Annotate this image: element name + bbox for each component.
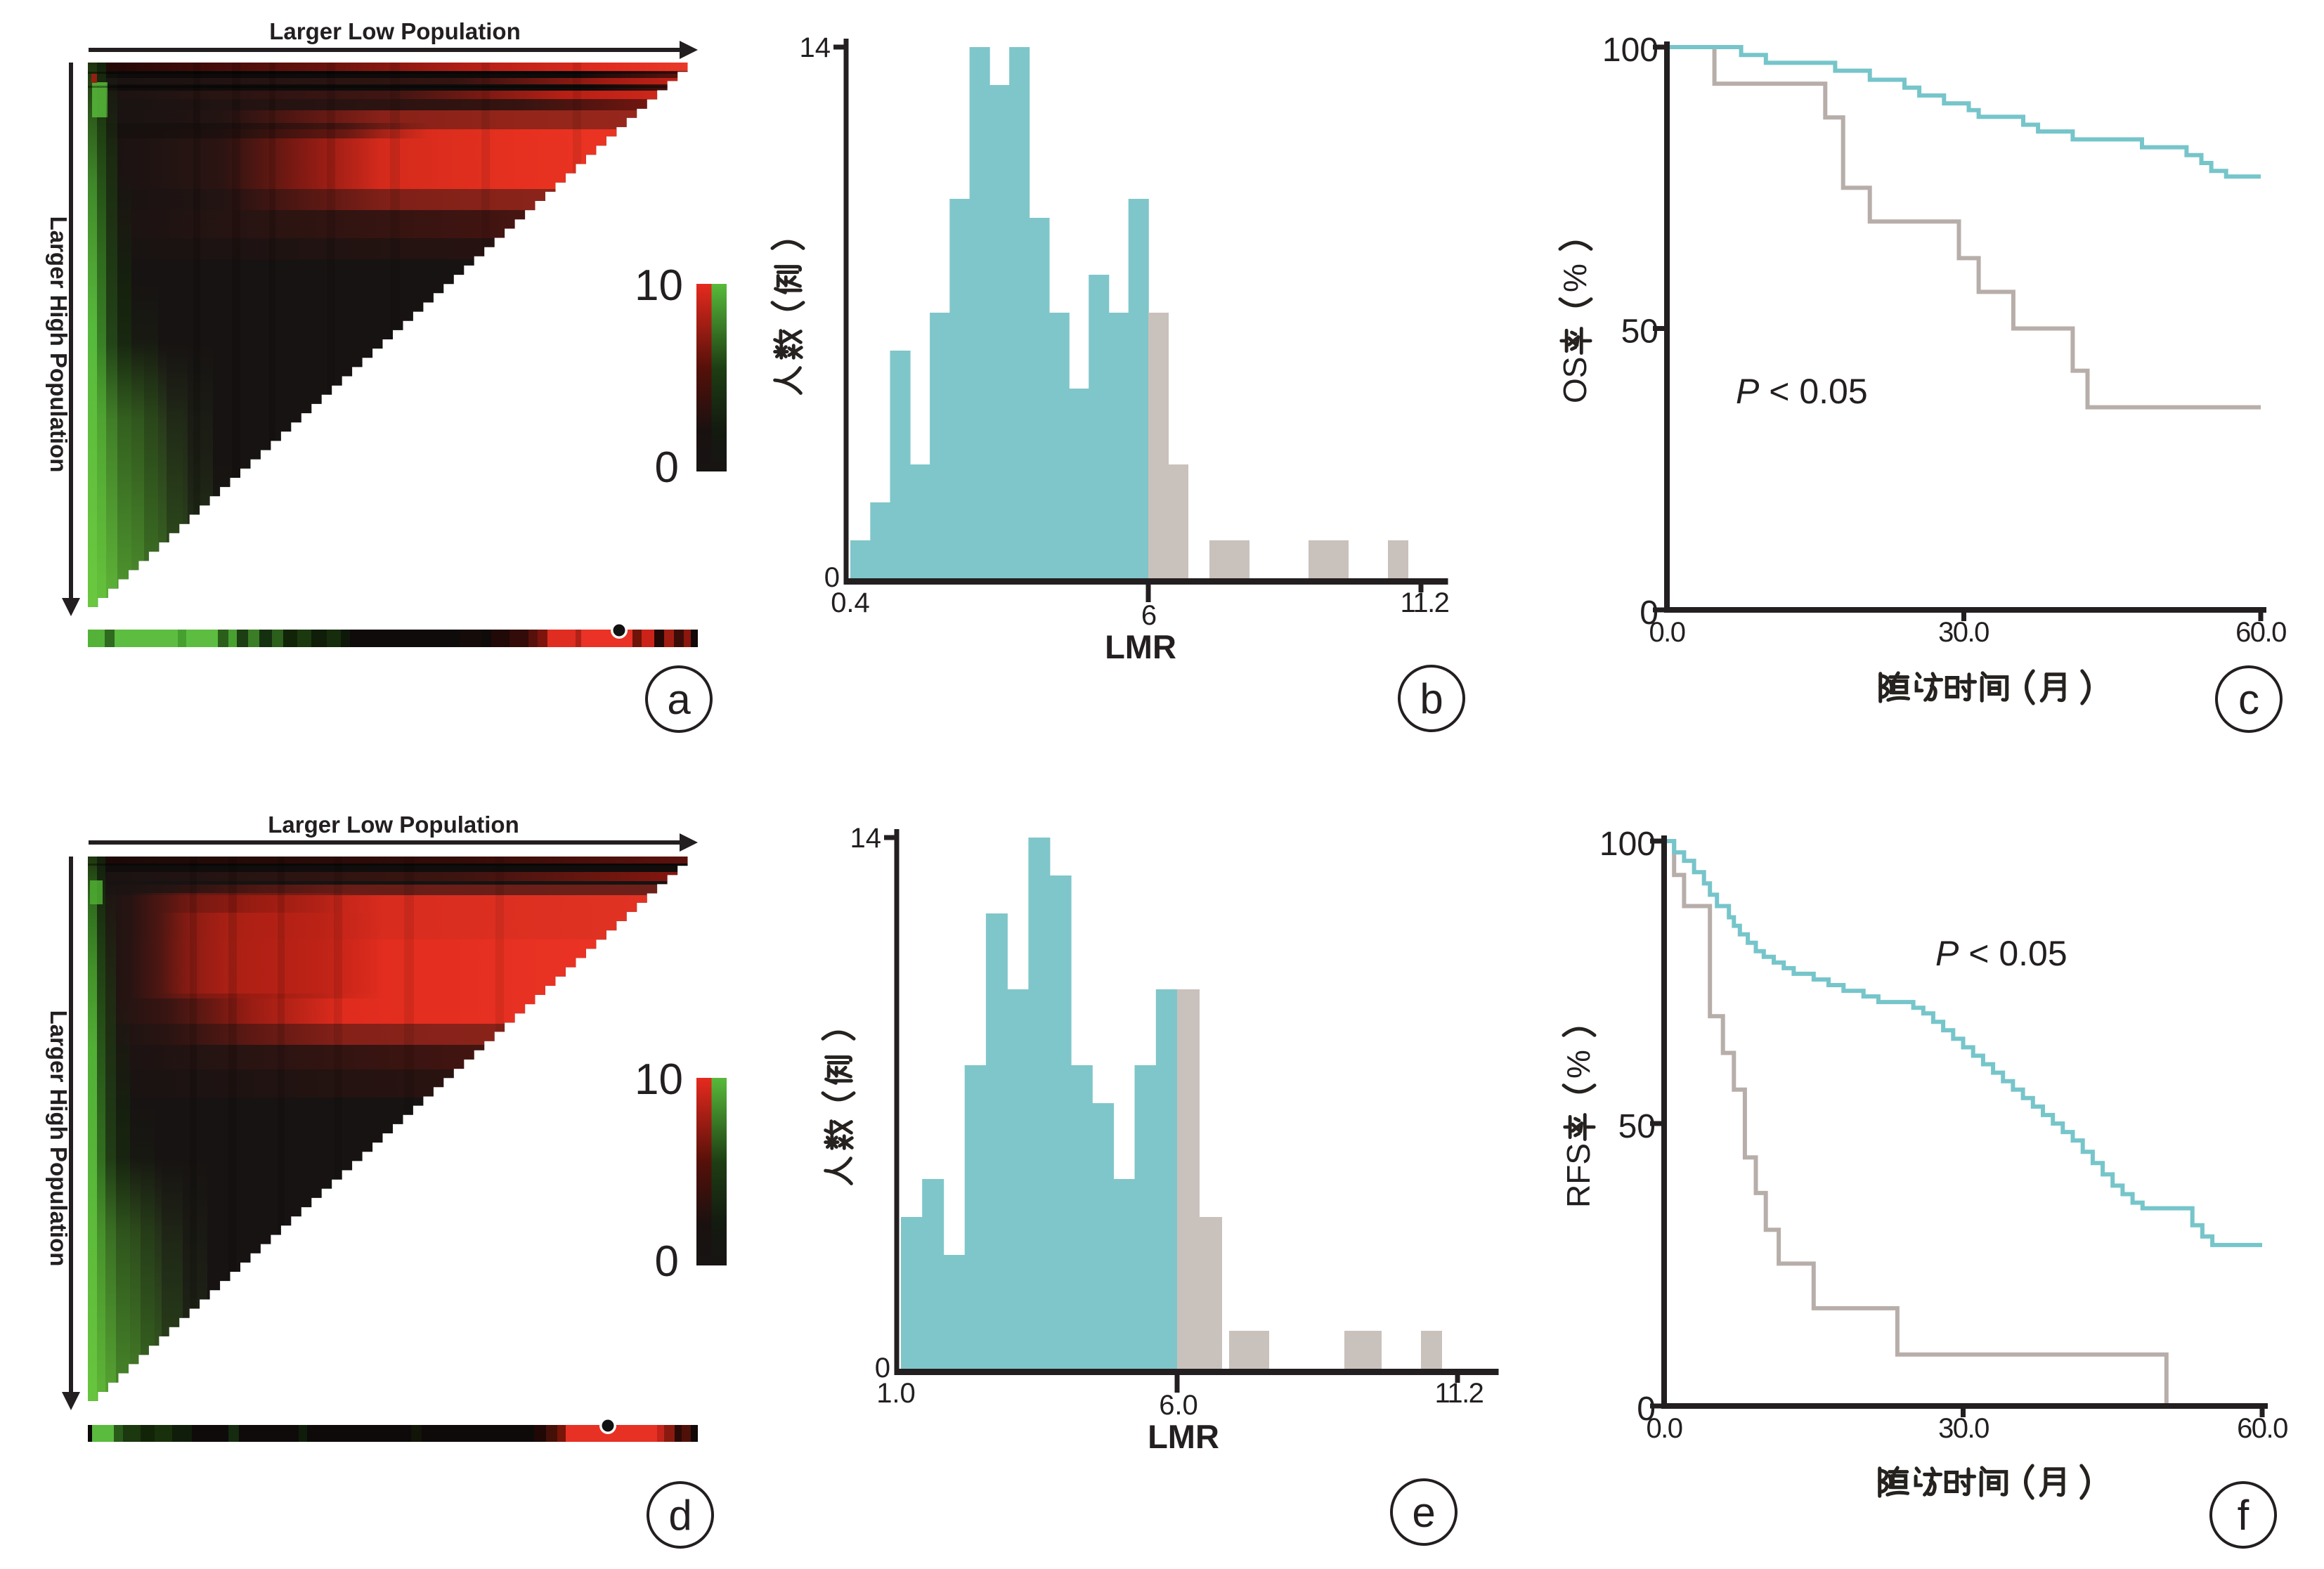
svg-text:RFS: RFS <box>1560 1143 1597 1208</box>
svg-text:%: % <box>1560 1050 1597 1079</box>
svg-text:0.0: 0.0 <box>1649 617 1684 648</box>
svg-text:a: a <box>667 676 691 723</box>
svg-text:e: e <box>1412 1489 1435 1536</box>
svg-text:100: 100 <box>1602 32 1658 69</box>
svg-text:60.0: 60.0 <box>2235 617 2286 648</box>
svg-text:0: 0 <box>875 1353 890 1384</box>
svg-text:0: 0 <box>1640 594 1658 632</box>
svg-text:0: 0 <box>655 443 679 492</box>
svg-text:LMR: LMR <box>1105 628 1176 665</box>
svg-text:11.2: 11.2 <box>1401 587 1449 618</box>
svg-text:%: % <box>1557 263 1593 292</box>
svg-text:P < 0.05: P < 0.05 <box>1736 372 1868 411</box>
svg-text:14: 14 <box>800 32 831 63</box>
svg-text:0: 0 <box>655 1237 679 1286</box>
svg-text:Larger Low Population: Larger Low Population <box>269 18 521 44</box>
svg-text:30.0: 30.0 <box>1938 1413 1989 1444</box>
svg-text:50: 50 <box>1621 313 1658 351</box>
svg-text:6.0: 6.0 <box>1159 1390 1198 1421</box>
svg-text:0.4: 0.4 <box>831 587 870 618</box>
svg-text:10: 10 <box>635 261 683 310</box>
svg-text:Larger High Population: Larger High Population <box>46 1010 72 1267</box>
svg-text:0: 0 <box>824 562 840 593</box>
svg-text:30.0: 30.0 <box>1938 617 1989 648</box>
svg-text:f: f <box>2238 1492 2250 1539</box>
svg-text:Larger High Population: Larger High Population <box>46 216 72 473</box>
svg-text:OS: OS <box>1557 357 1593 403</box>
svg-text:P < 0.05: P < 0.05 <box>1935 934 2067 973</box>
svg-text:14: 14 <box>850 823 882 854</box>
svg-text:d: d <box>668 1492 692 1539</box>
svg-text:11.2: 11.2 <box>1435 1378 1484 1409</box>
svg-text:0.0: 0.0 <box>1646 1413 1682 1444</box>
svg-text:100: 100 <box>1599 826 1656 863</box>
svg-text:c: c <box>2238 676 2259 723</box>
svg-text:60.0: 60.0 <box>2237 1413 2287 1444</box>
svg-text:50: 50 <box>1618 1108 1656 1145</box>
svg-text:6: 6 <box>1141 600 1157 631</box>
svg-text:1.0: 1.0 <box>876 1378 916 1409</box>
svg-text:0: 0 <box>1637 1391 1656 1428</box>
svg-text:10: 10 <box>635 1055 683 1104</box>
svg-text:LMR: LMR <box>1148 1418 1219 1455</box>
svg-text:Larger Low Population: Larger Low Population <box>268 812 519 838</box>
svg-text:b: b <box>1420 675 1443 722</box>
